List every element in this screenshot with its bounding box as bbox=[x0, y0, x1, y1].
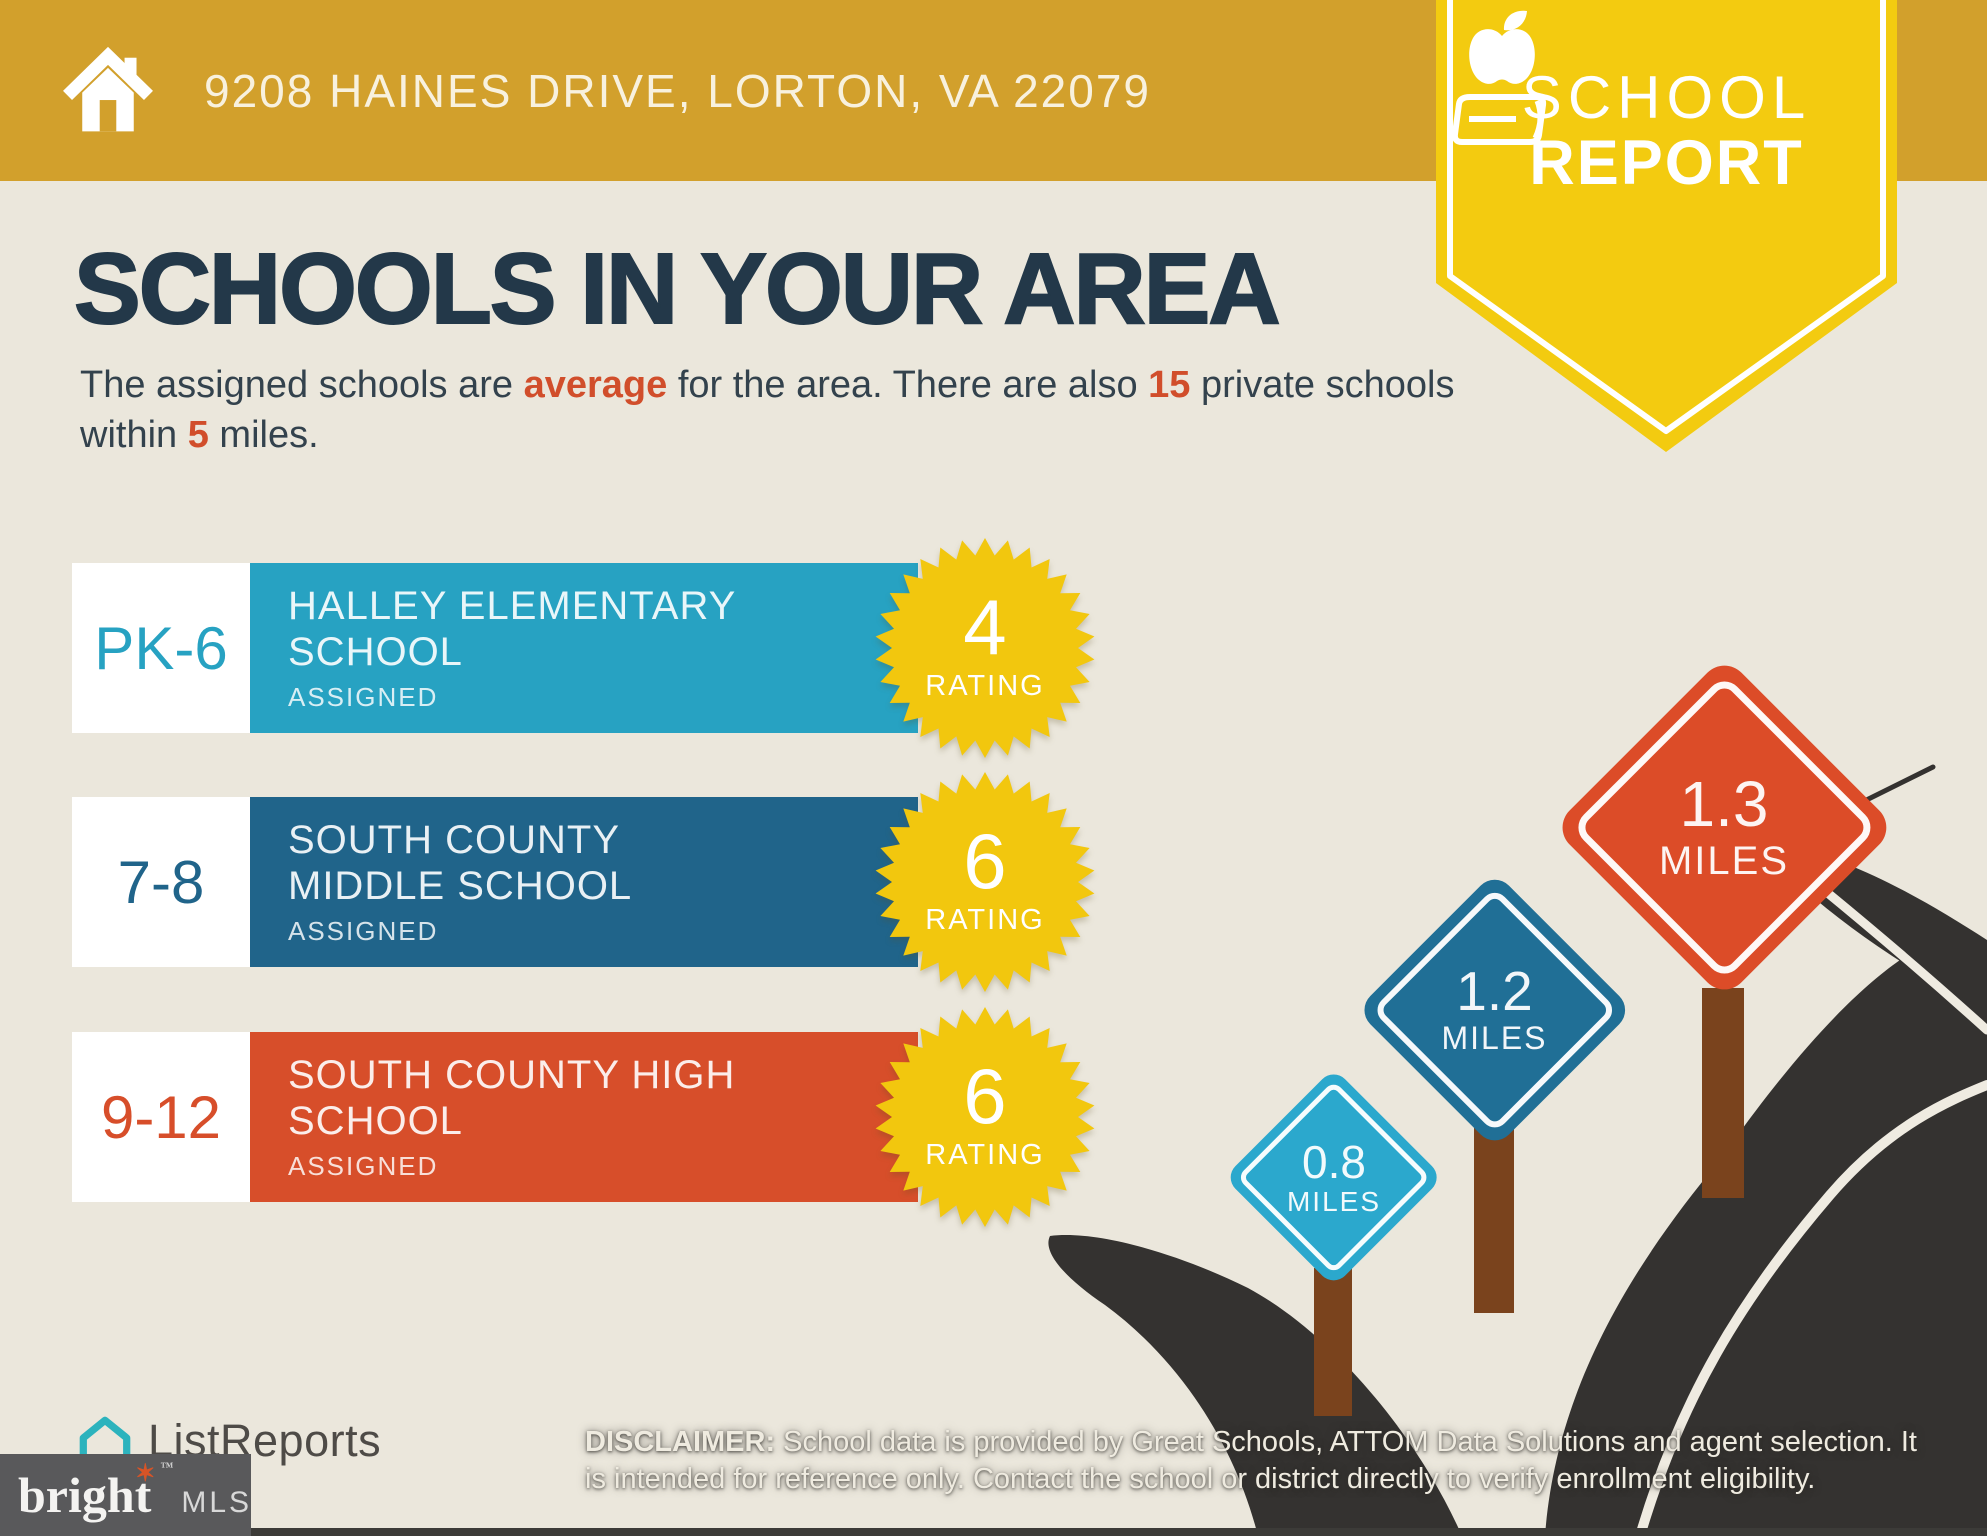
sign-distance-value: 1.2 bbox=[1456, 960, 1533, 1023]
signpost bbox=[1702, 988, 1744, 1198]
school-bar: SOUTH COUNTY HIGH SCHOOL ASSIGNED bbox=[250, 1032, 918, 1202]
property-address: 9208 HAINES DRIVE, LORTON, VA 22079 bbox=[204, 64, 1151, 117]
sign-distance-value: 1.3 bbox=[1679, 768, 1769, 841]
home-icon bbox=[63, 46, 153, 132]
rating-value: 6 bbox=[963, 816, 1007, 905]
starburst-icon bbox=[875, 538, 1095, 758]
bright-mls-logo: bright ✶ ™ MLS bbox=[0, 1454, 251, 1536]
school-bar: SOUTH COUNTY MIDDLE SCHOOL ASSIGNED bbox=[250, 797, 918, 967]
distance-sign-nearest: 0.8 MILES bbox=[1224, 1068, 1444, 1288]
starburst-icon bbox=[875, 772, 1095, 992]
school-row-middle: 7-8 SOUTH COUNTY MIDDLE SCHOOL ASSIGNED 6… bbox=[72, 772, 1192, 992]
school-name-line: SOUTH COUNTY HIGH bbox=[288, 1052, 736, 1097]
starburst-icon bbox=[875, 1007, 1095, 1227]
intro-highlight-average: average bbox=[523, 364, 668, 406]
sign-distance-unit: MILES bbox=[1658, 838, 1790, 883]
school-name: HALLEY ELEMENTARY SCHOOL bbox=[288, 583, 918, 676]
sign-distance-value: 0.8 bbox=[1302, 1136, 1366, 1189]
sign-distance-unit: MILES bbox=[1441, 1019, 1548, 1056]
sign-distance-unit: MILES bbox=[1286, 1185, 1382, 1217]
assigned-label: ASSIGNED bbox=[288, 1151, 439, 1182]
disclaimer-label: DISCLAIMER: bbox=[585, 1426, 776, 1458]
bottom-edge-strip bbox=[251, 1528, 1987, 1536]
ribbon-word-report: REPORT bbox=[1529, 128, 1804, 198]
rating-starburst: 4 RATING bbox=[875, 538, 1095, 758]
signpost bbox=[1314, 1268, 1352, 1416]
school-row-elementary: PK-6 HALLEY ELEMENTARY SCHOOL ASSIGNED 4 … bbox=[72, 538, 1192, 758]
mls-text: MLS bbox=[181, 1486, 253, 1519]
school-report-ribbon: SCHOOL REPORT bbox=[1436, 0, 1897, 455]
assigned-label: ASSIGNED bbox=[288, 916, 439, 947]
apple-book-icon bbox=[1451, 10, 1547, 145]
intro-highlight-radius: 5 bbox=[187, 414, 209, 457]
intro-text-part: miles. bbox=[208, 414, 319, 457]
bright-wordmark: bright ✶ ™ bbox=[18, 1454, 173, 1536]
school-name: SOUTH COUNTY HIGH SCHOOL bbox=[288, 1052, 918, 1145]
page-title: SCHOOLS IN YOUR AREA bbox=[73, 232, 1282, 346]
school-name: SOUTH COUNTY MIDDLE SCHOOL bbox=[288, 817, 918, 910]
bright-text: bright bbox=[18, 1467, 152, 1523]
distance-sign-farthest: 1.3 MILES bbox=[1552, 655, 1896, 999]
disclaimer-text: DISCLAIMER: School data is provided by G… bbox=[585, 1424, 1985, 1498]
rating-value: 6 bbox=[963, 1051, 1007, 1140]
disclaimer-line: School data is provided by Great Schools… bbox=[775, 1426, 1917, 1458]
ribbon-shape bbox=[1436, 0, 1897, 452]
intro-text-part: for the area. There are also bbox=[667, 364, 1149, 406]
grade-range: 9-12 bbox=[72, 1032, 250, 1202]
intro-text-part: private schools within bbox=[80, 364, 1455, 457]
trademark-symbol: ™ bbox=[160, 1459, 174, 1474]
intro-text: The assigned schools are average for the… bbox=[80, 360, 1500, 460]
grade-range: PK-6 bbox=[72, 563, 250, 733]
rating-starburst: 6 RATING bbox=[875, 772, 1095, 992]
school-name-line: MIDDLE SCHOOL bbox=[288, 864, 633, 908]
grade-range: 7-8 bbox=[72, 797, 250, 967]
disclaimer-line: is intended for reference only. Contact … bbox=[585, 1463, 1816, 1496]
school-name-line: SCHOOL bbox=[288, 630, 463, 674]
signpost bbox=[1474, 1128, 1514, 1313]
sparkle-icon: ✶ bbox=[135, 1461, 156, 1487]
school-name-line: HALLEY ELEMENTARY bbox=[288, 583, 737, 628]
school-name-line: SCHOOL bbox=[288, 1099, 463, 1143]
school-bar: HALLEY ELEMENTARY SCHOOL ASSIGNED bbox=[250, 563, 918, 733]
distance-sign-middle: 1.2 MILES bbox=[1356, 871, 1633, 1148]
intro-highlight-count: 15 bbox=[1148, 364, 1191, 406]
school-row-high: 9-12 SOUTH COUNTY HIGH SCHOOL ASSIGNED 6 … bbox=[72, 1007, 1192, 1227]
intro-text-part: The assigned schools are bbox=[80, 364, 524, 406]
school-name-line: SOUTH COUNTY bbox=[288, 817, 620, 862]
ribbon-title: SCHOOL REPORT bbox=[1436, 0, 1897, 198]
rating-label: RATING bbox=[925, 1138, 1045, 1171]
rating-starburst: 6 RATING bbox=[875, 1007, 1095, 1227]
assigned-label: ASSIGNED bbox=[288, 682, 439, 713]
rating-value: 4 bbox=[963, 582, 1007, 671]
rating-label: RATING bbox=[925, 903, 1045, 936]
ribbon-word-school: SCHOOL bbox=[1521, 64, 1812, 131]
rating-label: RATING bbox=[925, 669, 1045, 702]
